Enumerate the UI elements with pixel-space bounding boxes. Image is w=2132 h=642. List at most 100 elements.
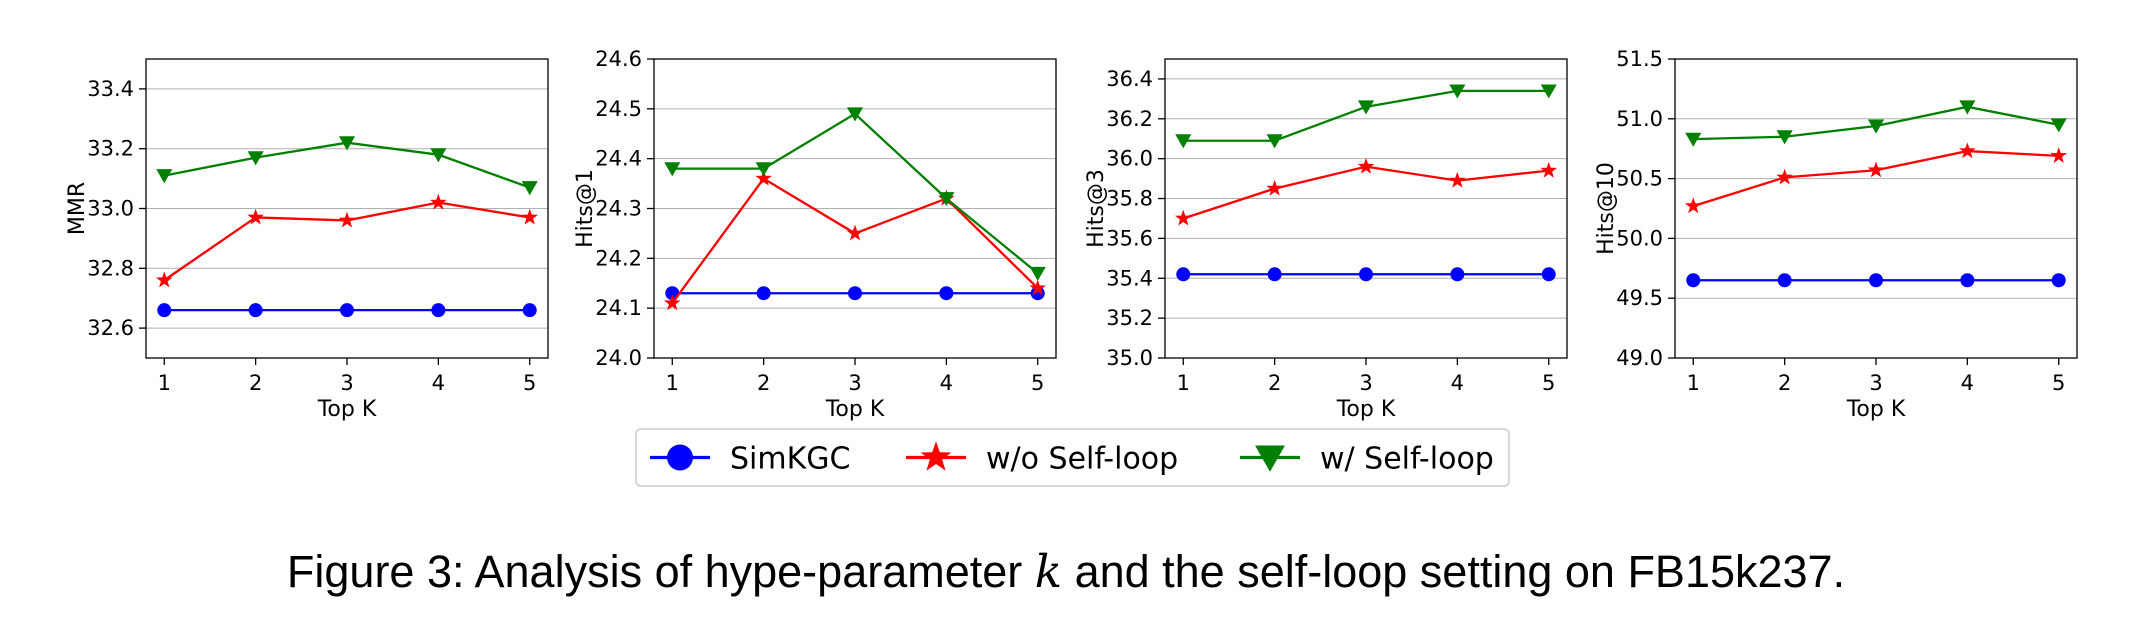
figure-caption: Figure 3: Analysis of hype-parameter k a… (0, 545, 2132, 598)
plot-frame (1674, 58, 2078, 359)
x-tick-label: 4 (940, 371, 953, 395)
series-simkgc (157, 303, 537, 318)
y-tick-label: 35.0 (1106, 346, 1153, 370)
series-line (1183, 89, 1549, 142)
data-point (939, 286, 954, 301)
plot-frame (145, 58, 549, 359)
legend: SimKGC w/o Self-loop w/ Self-loop (635, 428, 1510, 487)
y-tick-label: 35.8 (1106, 187, 1153, 211)
x-axis-label: Top K (825, 397, 885, 422)
series-simkgc (665, 286, 1045, 301)
series-simkgc (1176, 267, 1556, 282)
data-point (2050, 147, 2068, 163)
data-point (1029, 279, 1047, 296)
data-point (521, 181, 538, 196)
data-point (340, 303, 354, 318)
x-tick-label: 1 (158, 371, 171, 395)
x-axis-label: Top K (317, 397, 377, 422)
chart-panel-1: 32.6 32.8 33.0 33.2 33.4 1 2 3 4 5 Top K MMR (65, 58, 549, 422)
y-axis-label: Hits@10 (1594, 162, 1619, 255)
legend-label: w/ Self-loop (1320, 442, 1494, 477)
legend-marker (920, 441, 952, 471)
y-tick-label: 36.4 (1106, 67, 1153, 91)
x-tick-label: 2 (1778, 371, 1791, 395)
series-line (671, 177, 1039, 304)
data-point (1030, 286, 1045, 301)
legend-label: SimKGC (730, 442, 850, 477)
x-tick-label: 1 (1177, 371, 1190, 395)
data-point (338, 136, 356, 151)
data-point (1686, 273, 1701, 288)
legend-item-simkgc: SimKGC (650, 442, 850, 477)
data-point (1869, 273, 1883, 288)
legend-marker (1255, 445, 1285, 472)
x-tick-label: 5 (1031, 371, 1044, 395)
y-tick-label: 49.0 (1616, 346, 1663, 370)
x-tick-label: 5 (523, 371, 536, 395)
data-point (430, 148, 447, 163)
x-tick-label: 5 (1542, 371, 1555, 395)
data-point (1685, 132, 1702, 147)
y-tick-label: 24.5 (595, 97, 642, 121)
data-point (846, 107, 864, 122)
y-tick-label: 50.5 (1616, 167, 1663, 191)
y-tick-label: 32.6 (87, 316, 134, 340)
x-tick-label: 1 (666, 371, 679, 395)
data-point (1867, 161, 1885, 178)
data-point (755, 162, 772, 177)
data-point (1960, 273, 1975, 288)
x-tick-label: 3 (848, 371, 861, 395)
data-point (247, 208, 264, 225)
series-w-self-loop (664, 107, 1046, 281)
data-point (1867, 119, 1885, 134)
series-w-self-loop (156, 136, 538, 196)
chart-panel-3: 35.0 35.2 35.4 35.6 35.8 36.0 36.2 36.4 1 2 3 4 5 Top… (1084, 58, 1568, 422)
data-point (1541, 267, 1556, 282)
y-axis-label: MMR (65, 182, 90, 235)
series-w-o-self-loop (1684, 142, 2068, 214)
data-point (1684, 197, 1702, 214)
data-point (1777, 273, 1792, 288)
data-point (156, 169, 173, 184)
legend-item-w-o-self-loop: w/o Self-loop (906, 441, 1178, 477)
data-point (430, 193, 447, 210)
data-point (431, 303, 446, 318)
y-tick-label: 24.6 (595, 47, 642, 71)
y-tick-label: 35.4 (1106, 266, 1153, 290)
y-tick-label: 24.4 (595, 147, 642, 171)
y-tick-label: 50.0 (1616, 226, 1663, 250)
legend-item-w-self-loop: w/ Self-loop (1240, 442, 1494, 477)
data-point (1266, 134, 1283, 149)
data-point (756, 286, 771, 301)
y-tick-label: 33.2 (87, 137, 134, 161)
data-point (2051, 273, 2066, 288)
y-tick-label: 51.5 (1616, 47, 1663, 71)
data-point (664, 162, 681, 177)
data-point (1176, 267, 1191, 282)
data-point (848, 286, 862, 301)
data-point (1266, 179, 1283, 196)
x-tick-label: 1 (1687, 371, 1700, 395)
legend-marker (667, 444, 693, 471)
data-point (1174, 209, 1192, 226)
data-point (2050, 118, 2067, 133)
x-axis-label: Top K (1846, 397, 1906, 422)
x-tick-label: 4 (1451, 371, 1464, 395)
data-point (1359, 267, 1373, 282)
x-tick-label: 2 (757, 371, 770, 395)
y-tick-label: 24.2 (595, 246, 642, 270)
data-point (1776, 130, 1793, 145)
data-point (1357, 100, 1375, 115)
y-tick-label: 33.0 (87, 197, 134, 221)
y-tick-label: 33.4 (87, 77, 134, 101)
data-point (938, 192, 955, 207)
y-tick-label: 51.0 (1616, 107, 1663, 131)
plot-frame (653, 58, 1057, 359)
caption-suffix: and the self-loop setting on FB15k237. (1062, 546, 1846, 597)
series-line (672, 112, 1039, 275)
data-point (247, 151, 264, 166)
y-tick-label: 36.0 (1106, 147, 1153, 171)
x-axis-label: Top K (1336, 397, 1396, 422)
data-point (1450, 267, 1465, 282)
